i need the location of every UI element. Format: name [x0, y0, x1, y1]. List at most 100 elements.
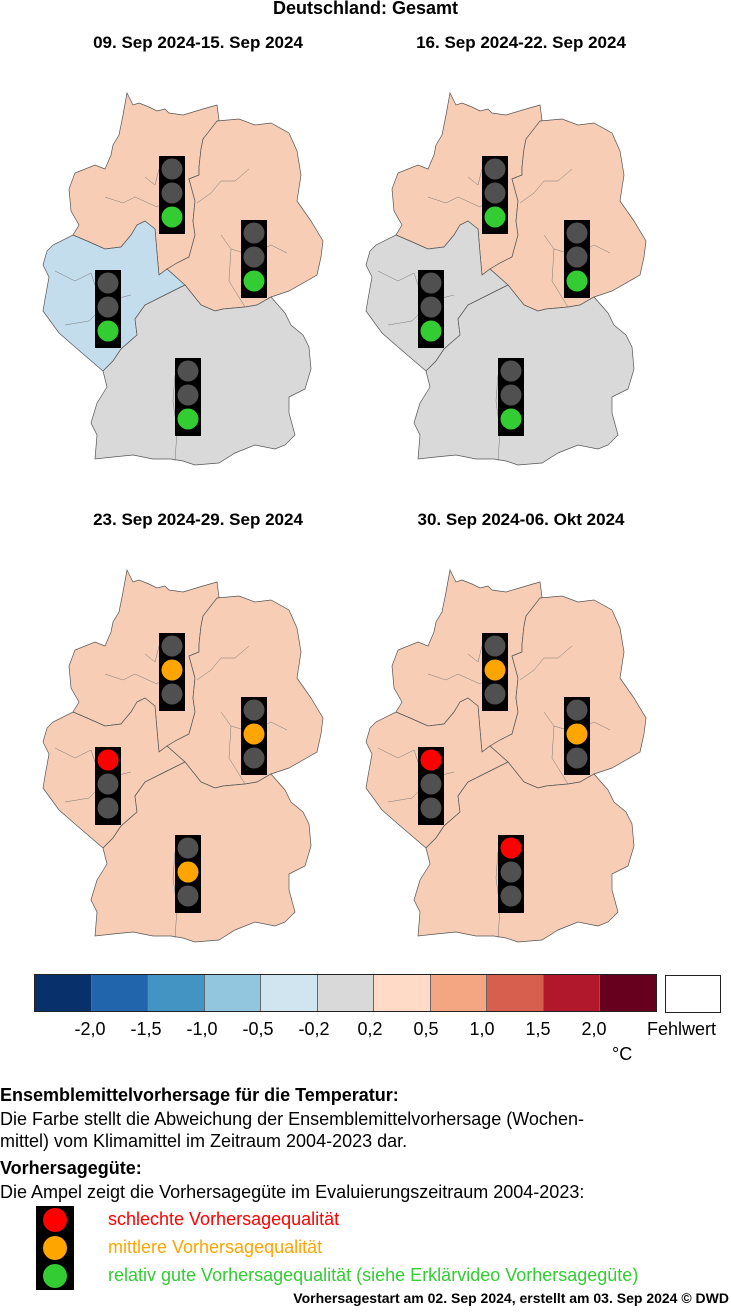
lamp: [161, 635, 183, 657]
lamp: [566, 222, 588, 244]
scale-tick: -0,5: [242, 1019, 274, 1039]
lamp: [566, 270, 588, 292]
lamp: [484, 182, 506, 204]
scale-tick: 0,5: [413, 1019, 439, 1039]
lamp: [97, 272, 119, 294]
key-bad-label: schlechte Vorhersagequalität: [108, 1209, 340, 1229]
lamp: [243, 699, 265, 721]
quality-description: Die Ampel zeigt die Vorhersagegüte im Ev…: [0, 1182, 585, 1202]
lamp: [484, 635, 506, 657]
lamp: [97, 320, 119, 342]
color-swatch: [261, 975, 318, 1011]
lamp: [161, 206, 183, 228]
state-border: [228, 725, 246, 785]
lamp: [420, 320, 442, 342]
lamp: [243, 270, 265, 292]
lamp: [161, 158, 183, 180]
lamp: [566, 699, 588, 721]
traffic-light-icon: [175, 835, 201, 913]
color-swatch: [148, 975, 205, 1011]
amber-light-icon: [36, 1234, 74, 1262]
color-swatch: [430, 975, 487, 1011]
traffic-light-icon: [418, 270, 444, 348]
ensemble-description-line-2: mittel) vom Klimamittel im Zeitraum 2004…: [0, 1131, 408, 1151]
ensemble-heading: Ensemblemittelvorhersage für die Tempera…: [0, 1085, 399, 1105]
lamp: [420, 797, 442, 819]
lamp: [484, 659, 506, 681]
lamp: [177, 885, 199, 907]
lamp: [97, 296, 119, 318]
lamp: [566, 747, 588, 769]
lamp: [500, 885, 522, 907]
panel-title-4: 30. Sep 2024-06. Okt 2024: [417, 510, 625, 529]
state-border: [519, 645, 573, 681]
color-scale-bar: [34, 974, 657, 1012]
state-border: [228, 248, 246, 308]
traffic-light-icon: [498, 835, 524, 913]
state-border: [104, 673, 136, 681]
state-border: [427, 673, 459, 681]
traffic-light-icon: [175, 358, 201, 436]
state-border: [427, 196, 459, 204]
traffic-light-icon: [159, 156, 185, 234]
missing-value-label: Fehlwert: [647, 1019, 717, 1039]
state-border: [144, 168, 160, 186]
unit-label: °C: [612, 1044, 633, 1064]
lamp: [420, 773, 442, 795]
lamp: [177, 837, 199, 859]
lamp: [243, 246, 265, 268]
traffic-light-icon: [95, 270, 121, 348]
lamp: [161, 659, 183, 681]
lamp: [420, 749, 442, 771]
state-border: [467, 645, 483, 663]
lamp: [177, 360, 199, 382]
color-swatch: [487, 975, 544, 1011]
scale-tick: -0,2: [298, 1019, 330, 1039]
lamp: [500, 861, 522, 883]
state-border: [196, 645, 250, 681]
red-light-icon: [36, 1206, 74, 1234]
traffic-light-icon: [95, 747, 121, 825]
lamp: [177, 408, 199, 430]
lamp: [243, 723, 265, 745]
lamp: [243, 222, 265, 244]
color-swatch: [317, 975, 374, 1011]
scale-tick: 1,0: [469, 1019, 495, 1039]
lamp: [484, 683, 506, 705]
lamp: [97, 797, 119, 819]
traffic-light-icon: [241, 697, 267, 775]
state-border: [519, 168, 573, 204]
lamp: [177, 384, 199, 406]
lamp: [420, 272, 442, 294]
state-border: [144, 645, 160, 663]
color-swatch: [91, 975, 148, 1011]
panel-title-2: 16. Sep 2024-22. Sep 2024: [416, 33, 626, 52]
traffic-light-icon: [159, 633, 185, 711]
scale-tick: -1,0: [186, 1019, 218, 1039]
lamp: [500, 360, 522, 382]
germany-map-3: [42, 568, 324, 943]
lamp: [161, 182, 183, 204]
quality-heading: Vorhersagegüte:: [0, 1158, 142, 1178]
key-good-label: relativ gute Vorhersagequalität (siehe E…: [108, 1265, 639, 1285]
footer-credit: Vorhersagestart am 02. Sep 2024, erstell…: [293, 1290, 729, 1306]
scale-tick: 1,5: [525, 1019, 551, 1039]
lamp: [484, 158, 506, 180]
state-border: [467, 168, 483, 186]
lamp: [420, 296, 442, 318]
traffic-light-icon: [564, 697, 590, 775]
lamp: [500, 384, 522, 406]
figure-title: Deutschland: Gesamt: [272, 0, 459, 18]
color-swatch: [374, 975, 431, 1011]
state-border: [551, 248, 569, 308]
color-swatch: [543, 975, 600, 1011]
scale-tick: -1,5: [130, 1019, 162, 1039]
lamp: [97, 749, 119, 771]
color-swatch: [35, 975, 92, 1011]
panel-title-1: 09. Sep 2024-15. Sep 2024: [93, 33, 303, 52]
traffic-light-icon: [241, 220, 267, 298]
key-medium-label: mittlere Vorhersagequalität: [108, 1237, 323, 1257]
traffic-light-icon: [418, 747, 444, 825]
scale-tick: 2,0: [581, 1019, 607, 1039]
lamp: [566, 723, 588, 745]
